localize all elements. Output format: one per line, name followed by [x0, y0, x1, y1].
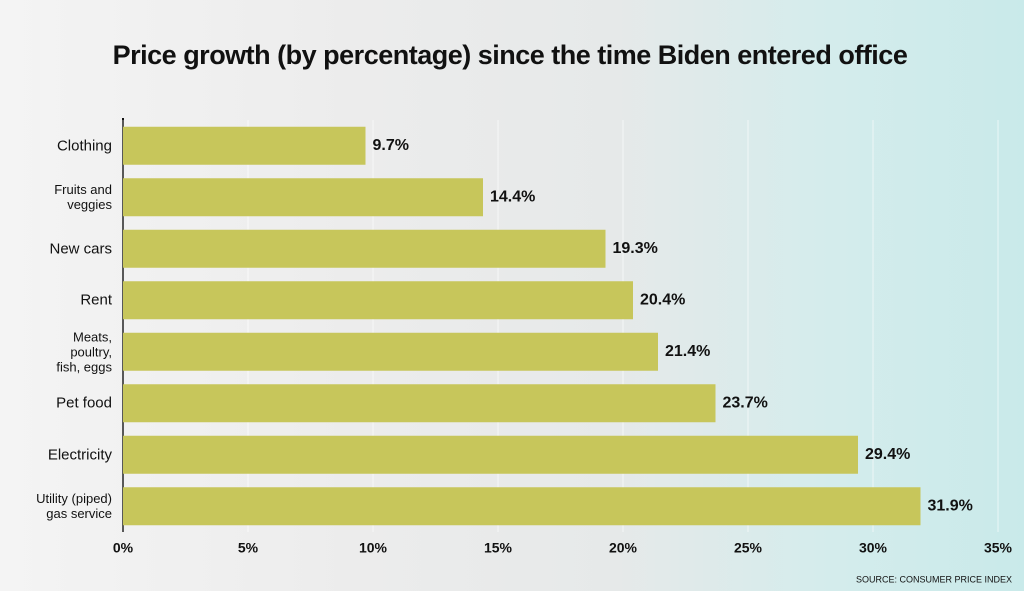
- y-tick-label: Electricity: [47, 446, 112, 464]
- bar: [123, 229, 606, 268]
- x-tick-label: 10%: [359, 540, 388, 556]
- value-label: 19.3%: [613, 240, 658, 257]
- x-tick-label: 30%: [859, 540, 888, 556]
- value-label: 31.9%: [928, 497, 973, 514]
- y-tick-label: Utility (piped) gas service: [36, 491, 112, 522]
- y-tick-label: Fruits and veggies: [54, 182, 112, 213]
- source: SOURCE: CONSUMER PRICE INDEX: [856, 574, 1012, 584]
- bar: [123, 487, 921, 526]
- y-tick-label: Rent: [80, 291, 112, 309]
- y-tick-label: New cars: [49, 240, 112, 258]
- bar: [123, 126, 366, 165]
- y-tick-label: Meats, poultry, fish, eggs: [56, 329, 112, 375]
- value-label: 21.4%: [665, 343, 710, 360]
- bar: [123, 435, 858, 474]
- bar: [123, 384, 716, 423]
- value-label: 20.4%: [640, 291, 685, 308]
- x-tick-label: 35%: [984, 540, 1013, 556]
- bar: [123, 281, 633, 320]
- chart-title: Price growth (by percentage) since the t…: [113, 40, 908, 70]
- bar: [123, 332, 658, 371]
- x-tick-label: 25%: [734, 540, 763, 556]
- x-tick-label: 5%: [238, 540, 259, 556]
- value-label: 14.4%: [490, 188, 535, 205]
- y-tick-label: Clothing: [56, 137, 112, 155]
- x-tick-label: 15%: [484, 540, 513, 556]
- value-label: 9.7%: [373, 137, 409, 154]
- value-label: 23.7%: [723, 394, 768, 411]
- x-tick-label: 0%: [113, 540, 134, 556]
- bar: [123, 178, 483, 217]
- value-label: 29.4%: [865, 446, 910, 463]
- y-tick-label: Pet food: [56, 394, 112, 412]
- x-tick-label: 20%: [609, 540, 638, 556]
